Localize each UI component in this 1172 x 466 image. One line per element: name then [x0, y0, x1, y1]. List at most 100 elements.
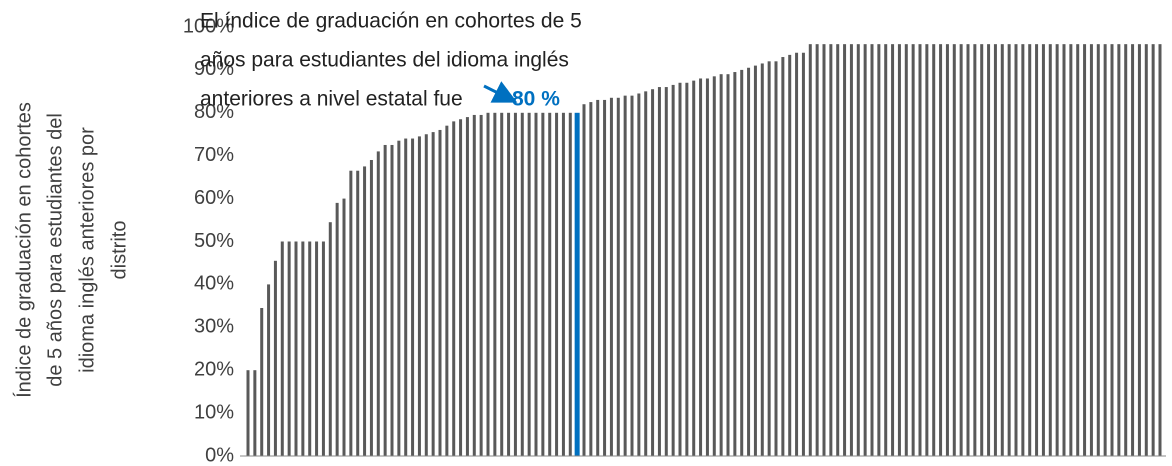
bar [630, 95, 634, 456]
bar [424, 134, 428, 456]
bar [959, 44, 963, 456]
bar [987, 44, 991, 456]
bar [459, 119, 463, 457]
bar [486, 112, 490, 457]
bar [541, 112, 545, 457]
bar [781, 57, 785, 456]
bar [452, 121, 456, 456]
y-tick-label: 60% [194, 187, 234, 209]
bar [445, 125, 449, 457]
bar [836, 44, 840, 456]
bar [993, 44, 997, 456]
bar [411, 138, 415, 457]
bar [747, 67, 751, 456]
bar [822, 44, 826, 456]
bar [815, 44, 819, 456]
bar [678, 82, 682, 457]
annotation-line: El índice de graduación en cohortes de 5 [200, 10, 582, 33]
bar [932, 44, 936, 456]
bar [733, 72, 737, 457]
y-axis-label: Índice de graduación en cohortes de 5 año… [12, 102, 130, 398]
bar [945, 44, 949, 456]
bar [596, 99, 600, 457]
y-axis-label-line: distrito [108, 221, 130, 280]
bar [1124, 44, 1128, 456]
bar [705, 78, 709, 456]
highlight-label: 80 % [512, 88, 560, 111]
bar [568, 112, 572, 457]
bar [1096, 44, 1100, 456]
bar [760, 63, 764, 457]
bar [712, 76, 716, 457]
bar [1131, 44, 1135, 456]
bar [472, 114, 476, 456]
bar [801, 52, 805, 457]
bar [1069, 44, 1073, 456]
bar [1048, 44, 1052, 456]
bar [500, 112, 504, 457]
bar [520, 112, 524, 457]
bar [856, 44, 860, 456]
y-tick-label: 50% [194, 230, 234, 252]
bar [637, 93, 641, 457]
bar [548, 112, 552, 457]
bar [863, 44, 867, 456]
bar [493, 112, 497, 457]
bar [980, 44, 984, 456]
bar [939, 44, 943, 456]
bar [726, 74, 730, 456]
highlight-bar [574, 112, 580, 457]
y-axis-label-line: Índice de graduación en cohortes [12, 102, 35, 398]
bar [1014, 44, 1018, 456]
bar [301, 241, 305, 456]
bar [616, 97, 620, 456]
bar [767, 61, 771, 456]
bar [417, 136, 421, 456]
bar [294, 241, 298, 456]
bar [465, 117, 469, 456]
bar [369, 159, 373, 457]
bar [1110, 44, 1114, 456]
bar [843, 44, 847, 456]
bar [685, 82, 689, 457]
bar [925, 44, 929, 456]
bar [1137, 44, 1141, 456]
annotation-arrow [483, 81, 518, 103]
bar [246, 370, 250, 456]
bar [795, 52, 799, 457]
bar [260, 307, 264, 456]
bar [966, 44, 970, 456]
bar [1117, 44, 1121, 456]
bar [431, 132, 435, 457]
bar [1021, 44, 1025, 456]
bar [904, 44, 908, 456]
bar [280, 241, 284, 456]
annotation-line: años para estudiantes del idioma inglés [200, 49, 569, 72]
bar [328, 222, 332, 456]
bar [911, 44, 915, 456]
bar [891, 44, 895, 456]
bar [479, 114, 483, 456]
annotation-line: anteriores a nivel estatal fue [200, 88, 463, 111]
bar [897, 44, 901, 456]
bar [356, 170, 360, 456]
bar [438, 129, 442, 456]
bar [555, 112, 559, 457]
bar [719, 74, 723, 456]
bar [404, 138, 408, 457]
bar [788, 54, 792, 456]
bar [267, 284, 271, 456]
bar [507, 112, 511, 457]
bar [335, 202, 339, 456]
y-tick-label: 40% [194, 273, 234, 295]
bar [1151, 44, 1155, 456]
bar [973, 44, 977, 456]
bar [808, 44, 812, 456]
y-tick-label: 90% [194, 58, 234, 80]
bar [273, 260, 277, 456]
bar [657, 87, 661, 456]
bar [1083, 44, 1087, 456]
bar [315, 241, 319, 456]
bar [829, 44, 833, 456]
